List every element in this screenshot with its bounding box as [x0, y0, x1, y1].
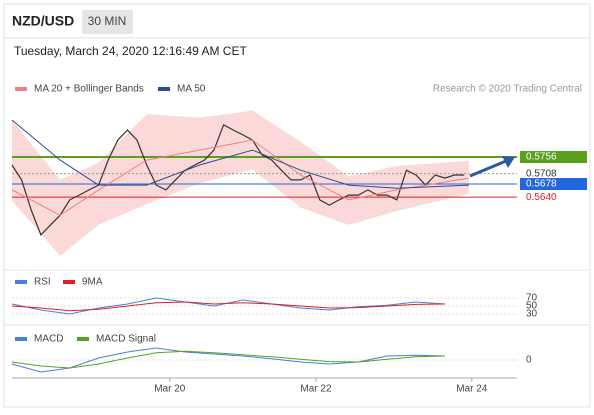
level-label: 0.5756	[526, 152, 557, 163]
timeframe-box[interactable]	[82, 10, 133, 34]
level-box	[520, 178, 587, 191]
series-line	[11, 301, 445, 312]
x-tick-label: Mar 20	[154, 384, 186, 395]
legend-swatch	[15, 280, 27, 284]
legend-label: MACD Signal	[96, 334, 156, 345]
level-label: 0.5640	[526, 192, 557, 203]
level-label: 0.5708	[526, 168, 557, 179]
x-tick-label: Mar 22	[300, 384, 332, 395]
price-line	[11, 123, 465, 236]
y-tick-label: 0	[526, 355, 532, 366]
y-tick-label: 70	[526, 293, 538, 304]
series-line	[11, 350, 445, 369]
series-line	[11, 139, 469, 216]
legend-label: 9MA	[82, 277, 103, 288]
level-box	[520, 167, 587, 180]
legend-label: MA 50	[177, 84, 206, 95]
timestamp: Tuesday, March 24, 2020 12:16:49 AM CET	[14, 44, 247, 58]
legend-swatch	[158, 87, 170, 91]
level-box	[520, 151, 587, 164]
symbol: NZD/USD	[12, 13, 74, 29]
legend-swatch	[63, 280, 75, 284]
legend-swatch	[15, 337, 27, 341]
series-line	[11, 347, 445, 373]
y-tick-label: 30	[526, 309, 538, 320]
legend-swatch	[15, 87, 27, 91]
legend-label: MA 20 + Bollinger Bands	[34, 84, 144, 95]
bollinger-band	[12, 110, 469, 256]
legend-label: MACD	[34, 334, 63, 345]
series-line	[11, 119, 469, 189]
arrow	[469, 159, 507, 178]
x-tick-label: Mar 24	[456, 384, 488, 395]
legend-label: RSI	[34, 277, 51, 288]
timeframe[interactable]: 30 MIN	[88, 14, 127, 28]
level-label: 0.5678	[526, 179, 557, 190]
frame	[3, 3, 591, 408]
arrow-head	[502, 156, 515, 168]
y-tick-label: 50	[526, 301, 538, 312]
legend-swatch	[77, 337, 89, 341]
annotation: Research © 2020 Trading Central	[433, 84, 582, 95]
